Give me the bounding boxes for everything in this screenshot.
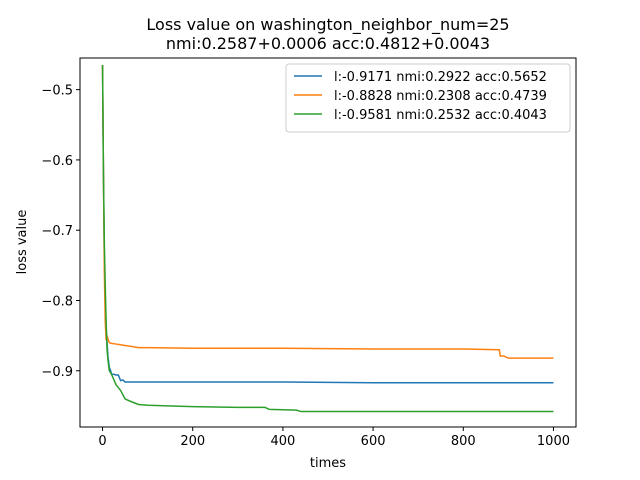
y-tick-label: −0.8 <box>41 294 73 309</box>
axes-frame <box>79 57 577 428</box>
y-axis-label: loss value <box>15 210 30 275</box>
x-tick-label: 200 <box>180 434 205 449</box>
legend-label-3: l:-0.9581 nmi:0.2532 acc:0.4043 <box>334 108 547 123</box>
series-line-3 <box>101 65 554 413</box>
x-tick-label: 800 <box>451 434 476 449</box>
legend-label-1: l:-0.9171 nmi:0.2922 acc:0.5652 <box>334 70 547 85</box>
y-tick-label: −0.7 <box>41 224 73 239</box>
y-tick-label: −0.6 <box>41 154 73 169</box>
chart-subtitle: nmi:0.2587+0.0006 acc:0.4812+0.0043 <box>166 34 490 53</box>
x-tick-label: 400 <box>270 434 295 449</box>
x-tick-label: 1000 <box>537 434 570 449</box>
legend-box <box>285 63 571 133</box>
y-tick-label: −0.9 <box>41 365 73 380</box>
x-axis-label: times <box>310 456 346 471</box>
x-tick-label: 0 <box>98 434 106 449</box>
x-tick-label: 600 <box>361 434 386 449</box>
legend-label-2: l:-0.8828 nmi:0.2308 acc:0.4739 <box>334 89 547 104</box>
y-tick-label: −0.5 <box>41 84 73 99</box>
axes: 0 200 400 600 800 1000 −0.5 −0.6 −0.7 −0.8 −0.9 <box>41 57 577 449</box>
legend: l:-0.9171 nmi:0.2922 acc:0.5652 l:-0.8828… <box>285 63 571 133</box>
plot-area <box>101 65 554 413</box>
chart-title: Loss value on washington_neighbor_num=25 <box>146 15 509 35</box>
